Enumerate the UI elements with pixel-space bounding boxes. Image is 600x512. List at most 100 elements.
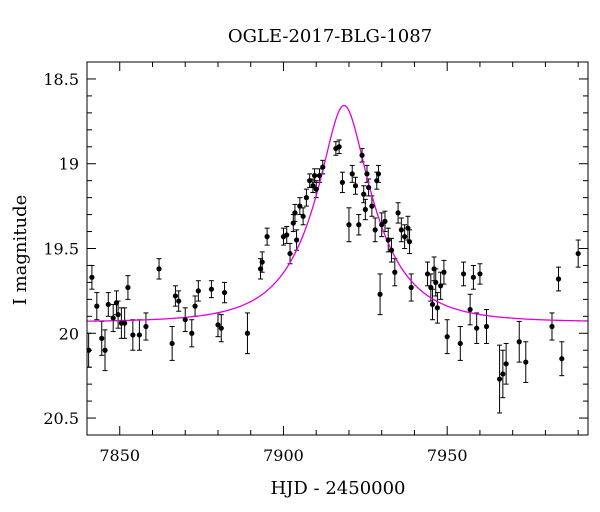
data-point <box>385 237 391 243</box>
data-point <box>115 312 121 318</box>
data-point <box>496 376 503 382</box>
data-point <box>244 330 251 336</box>
data-point <box>339 179 346 185</box>
data-point <box>143 323 149 330</box>
data-point <box>406 239 413 245</box>
data-point <box>470 274 476 280</box>
data-point <box>372 227 378 233</box>
data-point <box>477 271 483 277</box>
x-tick-label: 7900 <box>263 446 304 465</box>
x-tick-label: 7950 <box>427 446 468 465</box>
data-point <box>516 339 522 345</box>
data-point <box>218 325 224 331</box>
data-point <box>208 286 215 292</box>
data-point <box>264 234 270 240</box>
data-point <box>467 306 473 313</box>
data-point <box>257 266 264 272</box>
data-point <box>523 359 529 365</box>
data-point <box>395 210 401 216</box>
data-point <box>503 361 509 367</box>
chart-title: OGLE-2017-BLG-1087 <box>228 26 432 47</box>
data-point <box>408 284 414 291</box>
data-point <box>125 284 131 291</box>
data-point <box>549 323 555 330</box>
data-point <box>176 298 182 304</box>
data-point <box>94 303 100 309</box>
data-point <box>402 234 408 240</box>
error-bars <box>87 139 581 414</box>
data-point <box>122 320 128 326</box>
data-point <box>292 210 298 216</box>
data-point <box>559 356 565 362</box>
data-point <box>102 347 108 353</box>
data-point <box>172 293 179 299</box>
data-point <box>398 227 404 233</box>
data-point <box>388 247 395 253</box>
data-point <box>156 266 162 272</box>
data-point <box>428 284 434 291</box>
data-point <box>99 335 105 341</box>
data-point <box>113 300 120 306</box>
data-points <box>87 144 581 382</box>
data-point <box>89 274 95 280</box>
data-point <box>374 178 380 184</box>
y-tick-label: 18.5 <box>43 70 79 89</box>
y-axis-ticks: 18.5 19 19.5 20 20.5 <box>43 61 588 436</box>
data-point <box>377 291 383 297</box>
data-point <box>320 164 326 170</box>
y-tick-label: 19 <box>59 155 79 174</box>
data-point <box>429 301 436 308</box>
data-point <box>136 332 142 338</box>
data-point <box>431 266 437 272</box>
data-point <box>438 283 444 289</box>
data-point <box>441 269 447 275</box>
model-curve <box>87 104 588 322</box>
data-point <box>460 271 467 277</box>
y-tick-label: 20.5 <box>43 409 79 428</box>
data-point <box>356 222 362 228</box>
data-point <box>311 172 318 179</box>
data-point <box>369 203 375 209</box>
data-point <box>293 237 300 243</box>
data-point <box>297 203 303 209</box>
data-point <box>307 178 313 184</box>
y-axis-label: I magnitude <box>10 195 31 306</box>
data-point <box>303 195 309 201</box>
data-point <box>310 183 316 189</box>
data-point <box>405 225 411 231</box>
data-point <box>221 289 228 296</box>
data-point <box>290 220 296 226</box>
data-point <box>215 322 221 328</box>
data-point <box>361 191 367 197</box>
data-point <box>575 250 581 257</box>
data-point <box>105 301 111 308</box>
data-point <box>287 250 293 257</box>
data-point <box>500 371 506 377</box>
data-point <box>366 184 372 191</box>
data-point <box>434 305 440 311</box>
data-point <box>182 317 188 323</box>
y-tick-label: 19.5 <box>43 240 79 259</box>
data-point <box>352 183 359 189</box>
data-point <box>349 171 355 177</box>
data-point <box>444 334 450 340</box>
plot-frame <box>86 61 589 436</box>
data-point <box>424 271 431 277</box>
data-point <box>375 171 382 177</box>
x-axis-ticks: 7850 7900 7950 <box>86 62 579 465</box>
data-point <box>382 218 388 224</box>
data-point <box>474 325 480 331</box>
x-tick-label: 7850 <box>99 446 140 465</box>
data-point <box>195 288 201 294</box>
data-point <box>433 279 439 286</box>
data-point <box>379 222 385 228</box>
data-point <box>316 172 323 179</box>
data-point <box>130 332 136 338</box>
data-point <box>110 315 116 321</box>
data-point <box>362 206 368 213</box>
data-point <box>364 171 370 177</box>
data-point <box>192 303 198 309</box>
data-point <box>189 330 195 336</box>
data-point <box>284 232 290 238</box>
